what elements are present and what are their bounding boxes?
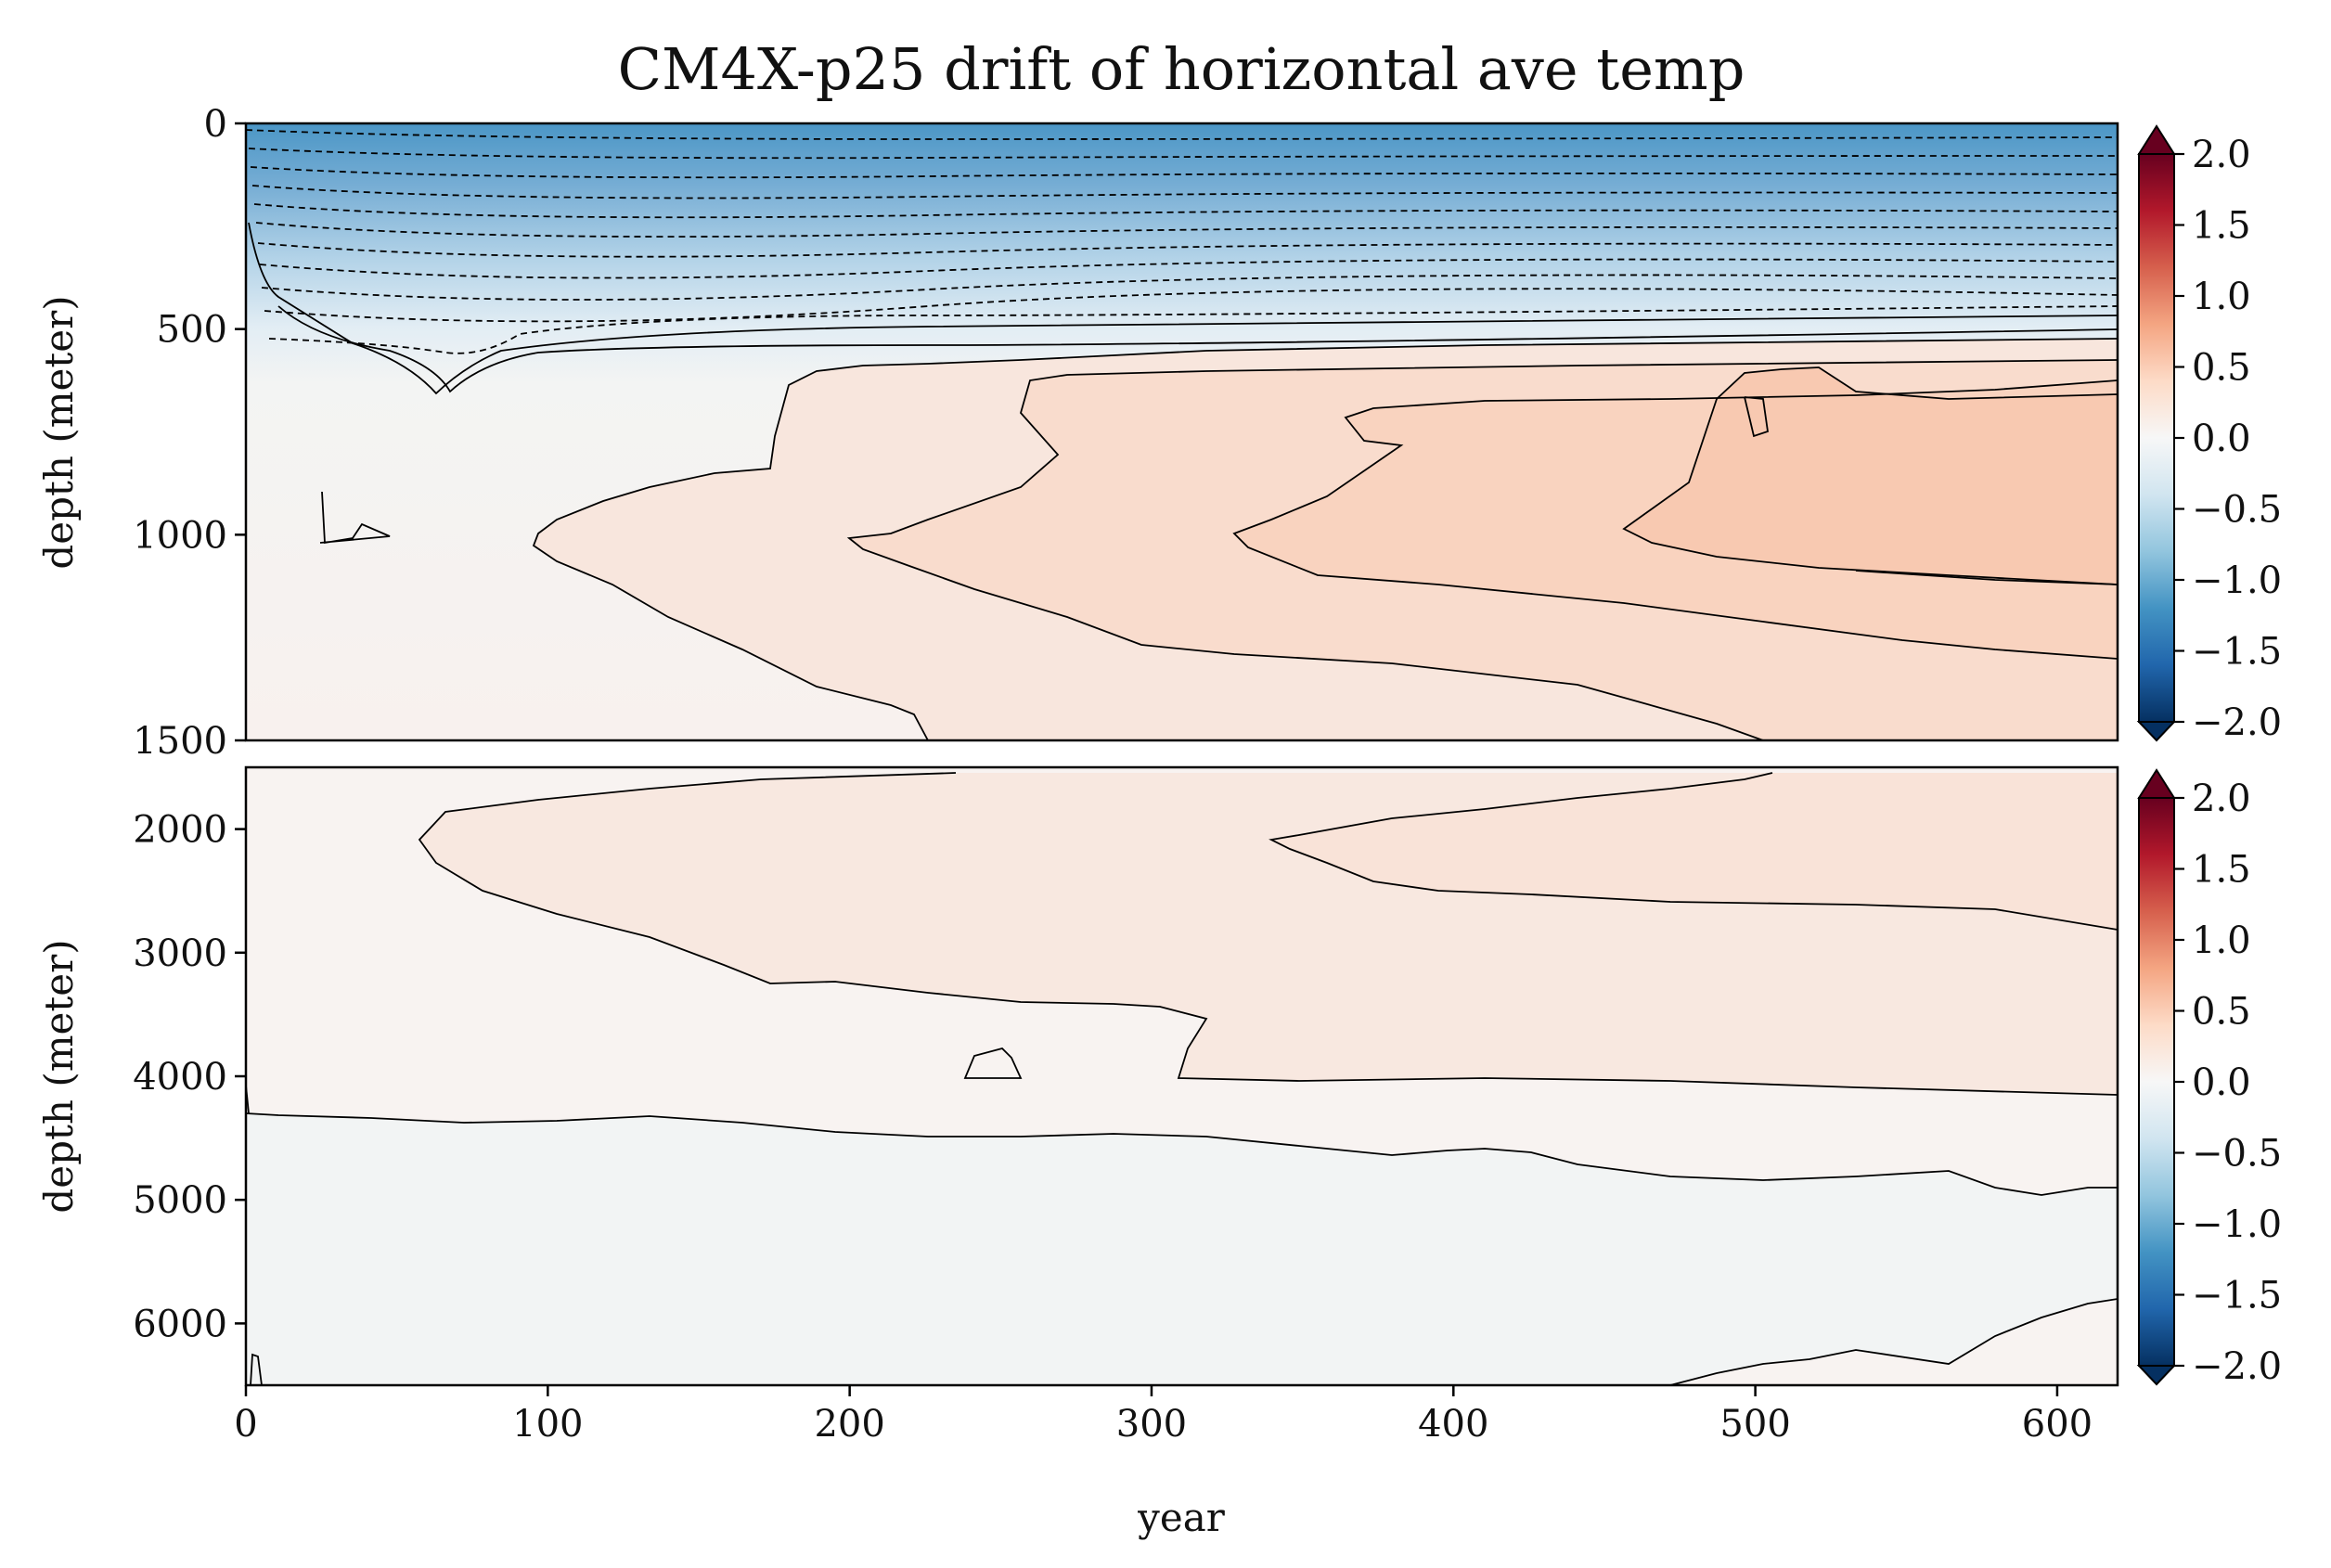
upper-colorbar-tick-label: −1.0	[2192, 559, 2282, 602]
upper-contour-line	[264, 288, 2118, 323]
upper-colorbar: 2.0 1.5 1.0 0.5 0.0 −0.5 −1.0 −1.5 −2.0	[2136, 124, 2282, 744]
lower-colorbar-ticks: 2.0 1.5 1.0 0.5 0.0 −0.5 −1.0 −1.5 −2.0	[2174, 778, 2282, 1388]
x-tick-label: 400	[1418, 1403, 1488, 1446]
upper-colorbar-tick-label: −1.5	[2192, 631, 2282, 674]
lower-y-tick-label: 6000	[133, 1303, 227, 1345]
lower-colorbar: 2.0 1.5 1.0 0.5 0.0 −0.5 −1.0 −1.5 −2.0	[2136, 768, 2282, 1388]
lower-x-axis: 0 100 200 300 400 500 600	[234, 1385, 2093, 1446]
upper-contour-line	[251, 185, 2118, 199]
upper-contour-line	[277, 305, 2118, 393]
x-tick-label: 0	[234, 1403, 257, 1446]
upper-contour-line	[532, 338, 2118, 740]
upper-contour-line	[1622, 366, 2118, 585]
x-tick-label: 600	[2022, 1403, 2093, 1446]
upper-colorbar-min-extend	[2136, 721, 2177, 742]
upper-colorbar-tick-label: 1.5	[2192, 205, 2251, 248]
upper-contour-line	[250, 166, 2118, 179]
upper-contour-line	[253, 203, 2118, 219]
upper-colorbar-max-extend	[2137, 124, 2176, 155]
upper-y-tick-label: 1500	[133, 720, 227, 763]
lower-cool-region	[246, 1113, 2118, 1385]
lower-colorbar-min-extend	[2136, 1365, 2177, 1386]
upper-colorbar-tick-label: −0.5	[2192, 489, 2282, 532]
lower-colorbar-tick-label: −1.0	[2192, 1203, 2282, 1246]
upper-contour-line	[319, 491, 391, 545]
lower-colorbar-tick-label: 1.5	[2192, 849, 2251, 892]
lower-colorbar-tick-label: 2.0	[2192, 778, 2251, 820]
lower-y-axis: 2000 3000 4000 5000 6000	[133, 809, 246, 1345]
upper-colorbar-tick-label: 0.5	[2192, 347, 2251, 390]
upper-contour-line	[268, 305, 2118, 354]
lower-y-tick-label: 2000	[133, 809, 227, 852]
x-tick-label: 500	[1719, 1403, 1790, 1446]
lower-contour-line	[1669, 1298, 2118, 1385]
upper-y-axis-label: depth (meter)	[36, 295, 82, 569]
upper-colorbar-tick-label: 1.0	[2192, 276, 2251, 318]
upper-contour-line	[261, 274, 2118, 301]
lower-y-tick-label: 5000	[133, 1179, 227, 1222]
upper-colorbar-tick-label: 2.0	[2192, 134, 2251, 176]
lower-y-tick-label: 4000	[133, 1056, 227, 1099]
upper-colorbar-ticks: 2.0 1.5 1.0 0.5 0.0 −0.5 −1.0 −1.5 −2.0	[2174, 134, 2282, 744]
x-tick-label: 100	[512, 1403, 583, 1446]
chart-title: CM4X-p25 drift of horizontal ave temp	[618, 35, 1745, 103]
lower-contours	[246, 772, 2118, 1385]
upper-colorbar-gradient	[2139, 154, 2174, 722]
x-tick-label: 200	[814, 1403, 884, 1446]
lower-colorbar-tick-label: −2.0	[2192, 1345, 2282, 1388]
upper-y-axis: 0 500 1000 1500	[133, 103, 246, 763]
upper-contour-line	[1744, 396, 1769, 438]
lower-contour-line	[1269, 772, 2118, 931]
lower-contour-line	[963, 1047, 1023, 1079]
upper-warm-region-4	[1624, 367, 2118, 585]
lower-colorbar-tick-label: 0.0	[2192, 1061, 2251, 1104]
lower-panel: 2000 3000 4000 5000 6000 0 100 200 300 400 500 600…	[36, 765, 2119, 1540]
lower-colorbar-tick-label: −0.5	[2192, 1133, 2282, 1176]
lower-y-tick-label: 3000	[133, 932, 227, 975]
upper-y-tick-label: 500	[157, 309, 227, 352]
upper-contour-line	[248, 222, 2118, 395]
lower-y-axis-label: depth (meter)	[36, 939, 82, 1213]
upper-contour-line	[846, 359, 2118, 740]
x-tick-label: 300	[1116, 1403, 1187, 1446]
x-axis-label: year	[1137, 1495, 1226, 1540]
upper-y-tick-label: 0	[204, 103, 227, 146]
upper-contour-line	[255, 222, 2118, 238]
upper-colorbar-tick-label: −2.0	[2192, 701, 2282, 744]
upper-contour-line	[246, 129, 2118, 140]
lower-colorbar-tick-label: −1.5	[2192, 1275, 2282, 1317]
lower-contour-line	[250, 1353, 263, 1385]
lower-contour-line	[246, 1112, 2118, 1196]
upper-contour-line	[259, 258, 2118, 279]
lower-colorbar-tick-label: 1.0	[2192, 919, 2251, 962]
upper-y-tick-label: 1000	[133, 514, 227, 557]
upper-contours	[246, 129, 2118, 740]
lower-colorbar-gradient	[2139, 798, 2174, 1366]
lower-contour-line	[418, 772, 2118, 1096]
upper-colorbar-tick-label: 0.0	[2192, 418, 2251, 460]
upper-panel-frame	[244, 122, 2119, 742]
lower-colorbar-max-extend	[2137, 768, 2176, 799]
upper-contour-line	[1855, 570, 2118, 585]
lower-warm-region-2	[1271, 773, 2118, 930]
upper-contour-line	[1232, 379, 2118, 660]
upper-panel: 0 500 1000 1500 depth (meter)	[36, 103, 2119, 763]
lower-colorbar-tick-label: 0.5	[2192, 991, 2251, 1034]
upper-contour-line	[248, 148, 2118, 160]
